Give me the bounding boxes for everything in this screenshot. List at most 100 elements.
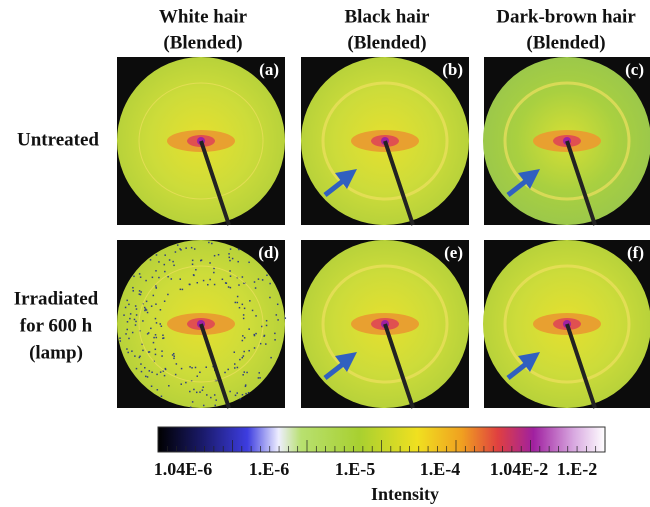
noise	[238, 284, 240, 286]
noise	[146, 301, 148, 303]
noise	[242, 374, 244, 376]
noise	[277, 319, 279, 321]
noise	[196, 392, 198, 394]
noise	[161, 325, 163, 327]
noise	[235, 302, 237, 304]
noise	[243, 351, 245, 353]
noise	[203, 280, 205, 282]
noise	[176, 363, 178, 365]
noise	[214, 255, 216, 257]
noise	[192, 401, 194, 403]
noise	[168, 385, 170, 387]
noise	[133, 290, 135, 292]
noise	[213, 268, 215, 270]
noise	[130, 313, 132, 315]
noise	[128, 304, 130, 306]
noise	[134, 319, 136, 321]
panel-label: (e)	[444, 243, 463, 262]
noise	[237, 296, 239, 298]
noise	[237, 302, 239, 304]
noise	[218, 254, 220, 256]
noise	[147, 376, 149, 378]
noise	[172, 261, 174, 263]
noise	[144, 367, 146, 369]
noise	[164, 271, 166, 273]
noise	[144, 310, 146, 312]
noise	[214, 284, 216, 286]
noise	[242, 340, 244, 342]
noise	[155, 270, 157, 272]
noise	[274, 339, 276, 341]
noise	[155, 303, 157, 305]
noise	[145, 376, 147, 378]
noise	[126, 329, 128, 331]
colorbar-tick-label: 1.E-6	[249, 459, 290, 479]
noise	[259, 377, 261, 379]
noise	[161, 355, 163, 357]
noise	[182, 289, 184, 291]
noise	[164, 300, 166, 302]
noise	[161, 396, 163, 398]
noise	[242, 335, 244, 337]
noise	[152, 277, 154, 279]
noise	[169, 259, 171, 261]
column-subtitle: (Blended)	[347, 32, 426, 53]
noise	[180, 289, 182, 291]
row-label: (lamp)	[29, 342, 83, 363]
noise	[191, 367, 193, 369]
noise	[270, 357, 272, 359]
noise	[135, 324, 137, 326]
noise	[135, 321, 137, 323]
noise	[211, 243, 213, 245]
noise	[254, 347, 256, 349]
noise	[144, 307, 146, 309]
noise	[136, 314, 138, 316]
noise	[245, 393, 247, 395]
noise	[153, 295, 155, 297]
diffraction-panel: (d)	[117, 240, 286, 408]
noise	[193, 389, 195, 391]
noise	[147, 312, 149, 314]
noise	[244, 337, 246, 339]
noise	[199, 391, 201, 393]
noise	[265, 343, 267, 345]
noise	[153, 337, 155, 339]
noise	[255, 287, 257, 289]
noise	[245, 384, 247, 386]
noise	[194, 248, 196, 250]
noise	[202, 386, 204, 388]
noise	[234, 363, 236, 365]
noise	[252, 310, 254, 312]
noise	[259, 372, 261, 374]
noise	[209, 279, 211, 281]
noise	[193, 275, 195, 277]
noise	[167, 294, 169, 296]
noise	[258, 278, 260, 280]
noise	[155, 318, 157, 320]
figure: White hair (Blended) Black hair (Blended…	[0, 0, 650, 507]
diffraction-panel: (c)	[483, 57, 650, 225]
noise	[229, 391, 231, 393]
row-label: Untreated	[17, 129, 99, 150]
colorbar-tick-label: 1.04E-6	[154, 459, 213, 479]
noise	[237, 367, 239, 369]
noise	[151, 372, 153, 374]
diffraction-panel: (e)	[301, 240, 469, 408]
noise	[200, 260, 202, 262]
noise	[230, 287, 232, 289]
noise	[139, 273, 141, 275]
noise	[157, 389, 159, 391]
noise	[264, 335, 266, 337]
noise	[248, 262, 250, 264]
diffraction-panel: (f)	[483, 240, 650, 408]
noise	[162, 338, 164, 340]
noise	[255, 333, 256, 335]
noise	[248, 392, 250, 394]
noise	[164, 264, 166, 266]
noise	[162, 335, 164, 337]
noise	[214, 405, 216, 407]
noise	[175, 374, 177, 376]
noise	[151, 385, 153, 387]
panel-label: (d)	[258, 243, 279, 262]
noise	[266, 275, 268, 277]
